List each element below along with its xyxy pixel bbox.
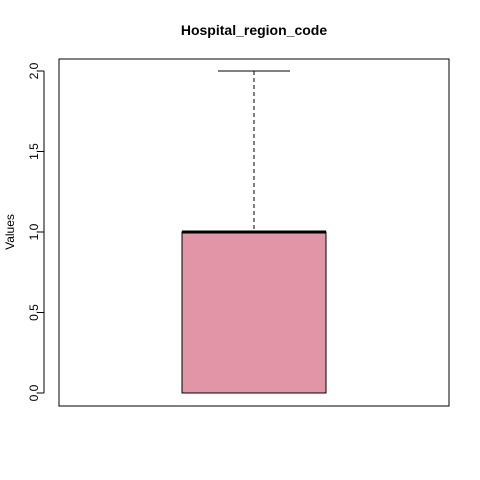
y-tick-label: 0.5 [27,304,41,321]
y-tick-label: 2.0 [27,62,41,79]
plot-frame [58,58,450,407]
box-group [181,70,327,394]
y-tick-label: 1.0 [27,223,41,240]
y-tick-label: 0.0 [27,384,41,401]
y-axis: 0.0 0.5 1.0 1.5 2.0 [27,62,45,401]
chart-title: Hospital_region_code [181,22,327,38]
y-axis-label: Values [3,214,17,250]
y-tick-label: 1.5 [27,143,41,160]
iqr-box [181,231,327,394]
